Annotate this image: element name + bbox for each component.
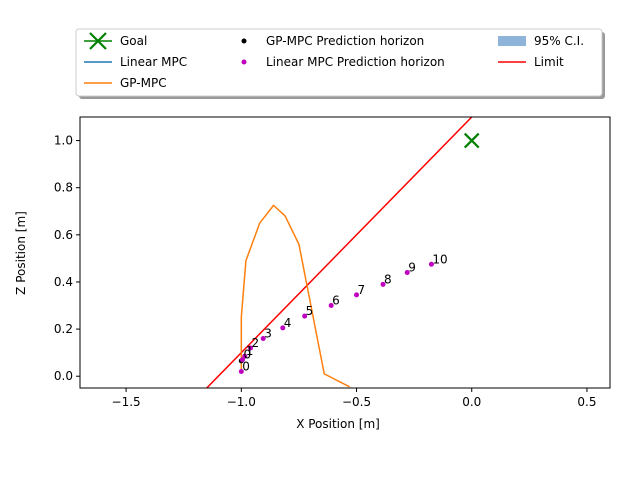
linear-mpc-prediction-point xyxy=(328,303,334,309)
y-axis-label: Z Position [m] xyxy=(14,211,28,295)
gp-mpc-trajectory-line xyxy=(240,204,350,388)
prediction-point-label: 8 xyxy=(384,272,392,286)
y-tick-label: 0.4 xyxy=(54,275,73,289)
y-tick-label: 1.0 xyxy=(54,134,73,148)
linear-mpc-prediction-point xyxy=(380,281,386,287)
x-tick-label: 0.5 xyxy=(577,395,596,409)
x-tick-label: −1.0 xyxy=(227,395,256,409)
legend-dot-swatch xyxy=(241,38,247,44)
y-tick-label: 0.8 xyxy=(54,181,73,195)
linear-mpc-prediction-point xyxy=(242,353,248,359)
legend-label: 95% C.I. xyxy=(534,34,584,48)
linear-mpc-prediction-point xyxy=(428,261,434,267)
legend-items: Goal Linear MPC GP-MPC GP-MPC Prediction ho… xyxy=(84,32,584,90)
linear-mpc-prediction-point xyxy=(238,369,244,375)
linear-mpc-prediction-point xyxy=(260,336,266,342)
legend-item: GP-MPC Prediction horizon xyxy=(241,34,424,48)
y-tick-label: 0.2 xyxy=(54,322,73,336)
legend-item: Goal xyxy=(84,32,147,50)
legend-label: Linear MPC Prediction horizon xyxy=(266,55,445,69)
y-tick-label: 0.0 xyxy=(54,369,73,383)
linear-mpc-prediction-point xyxy=(302,313,308,319)
prediction-point-label: 5 xyxy=(306,304,314,318)
x-axis-label: X Position [m] xyxy=(296,417,380,431)
legend: Goal Linear MPC GP-MPC GP-MPC Prediction ho… xyxy=(75,28,605,99)
legend-item: Limit xyxy=(498,55,564,69)
prediction-point-label: 4 xyxy=(284,316,292,330)
prediction-point-label: 1 xyxy=(246,344,254,358)
x-tick-label: −1.5 xyxy=(112,395,141,409)
prediction-point-label: 2 xyxy=(252,336,260,350)
prediction-point-label: 7 xyxy=(358,283,366,297)
legend-frame xyxy=(75,28,603,97)
prediction-point-label: 3 xyxy=(264,327,272,341)
linear-mpc-prediction-point xyxy=(248,345,254,351)
prediction-point-label: 9 xyxy=(408,261,416,275)
x-axis: −1.5 −1.0 −0.5 0.0 0.5 xyxy=(112,388,597,409)
y-tick-label: 0.6 xyxy=(54,228,73,242)
linear-mpc-prediction-point xyxy=(404,270,410,276)
legend-item: Linear MPC Prediction horizon xyxy=(241,55,445,69)
linear-mpc-prediction-point xyxy=(354,292,360,298)
limit-line xyxy=(206,117,473,388)
linear-mpc-prediction-point xyxy=(239,357,245,363)
prediction-point-label: 0 xyxy=(243,348,251,362)
legend-item: Linear MPC xyxy=(84,55,187,69)
legend-item: GP-MPC xyxy=(84,76,167,90)
linear-mpc-prediction-point xyxy=(280,325,286,331)
y-axis: 0.0 0.2 0.4 0.6 0.8 1.0 xyxy=(54,134,80,383)
legend-label: Goal xyxy=(120,34,147,48)
prediction-point-label: 6 xyxy=(332,294,340,308)
prediction-point-label: 10 xyxy=(432,252,447,266)
legend-patch-swatch xyxy=(498,36,526,46)
goal-x-icon xyxy=(89,32,107,50)
legend-label: Linear MPC xyxy=(120,55,187,69)
data-layer xyxy=(206,117,473,388)
plot-frame xyxy=(79,116,611,389)
prediction-point-label: 0 xyxy=(242,360,250,374)
x-tick-label: 0.0 xyxy=(462,395,481,409)
legend-item: 95% C.I. xyxy=(498,34,584,48)
legend-dot-swatch xyxy=(241,59,247,65)
goal-marker xyxy=(463,132,480,149)
legend-label: GP-MPC xyxy=(120,76,167,90)
x-tick-label: −0.5 xyxy=(342,395,371,409)
legend-label: Limit xyxy=(534,55,564,69)
legend-label: GP-MPC Prediction horizon xyxy=(266,34,424,48)
